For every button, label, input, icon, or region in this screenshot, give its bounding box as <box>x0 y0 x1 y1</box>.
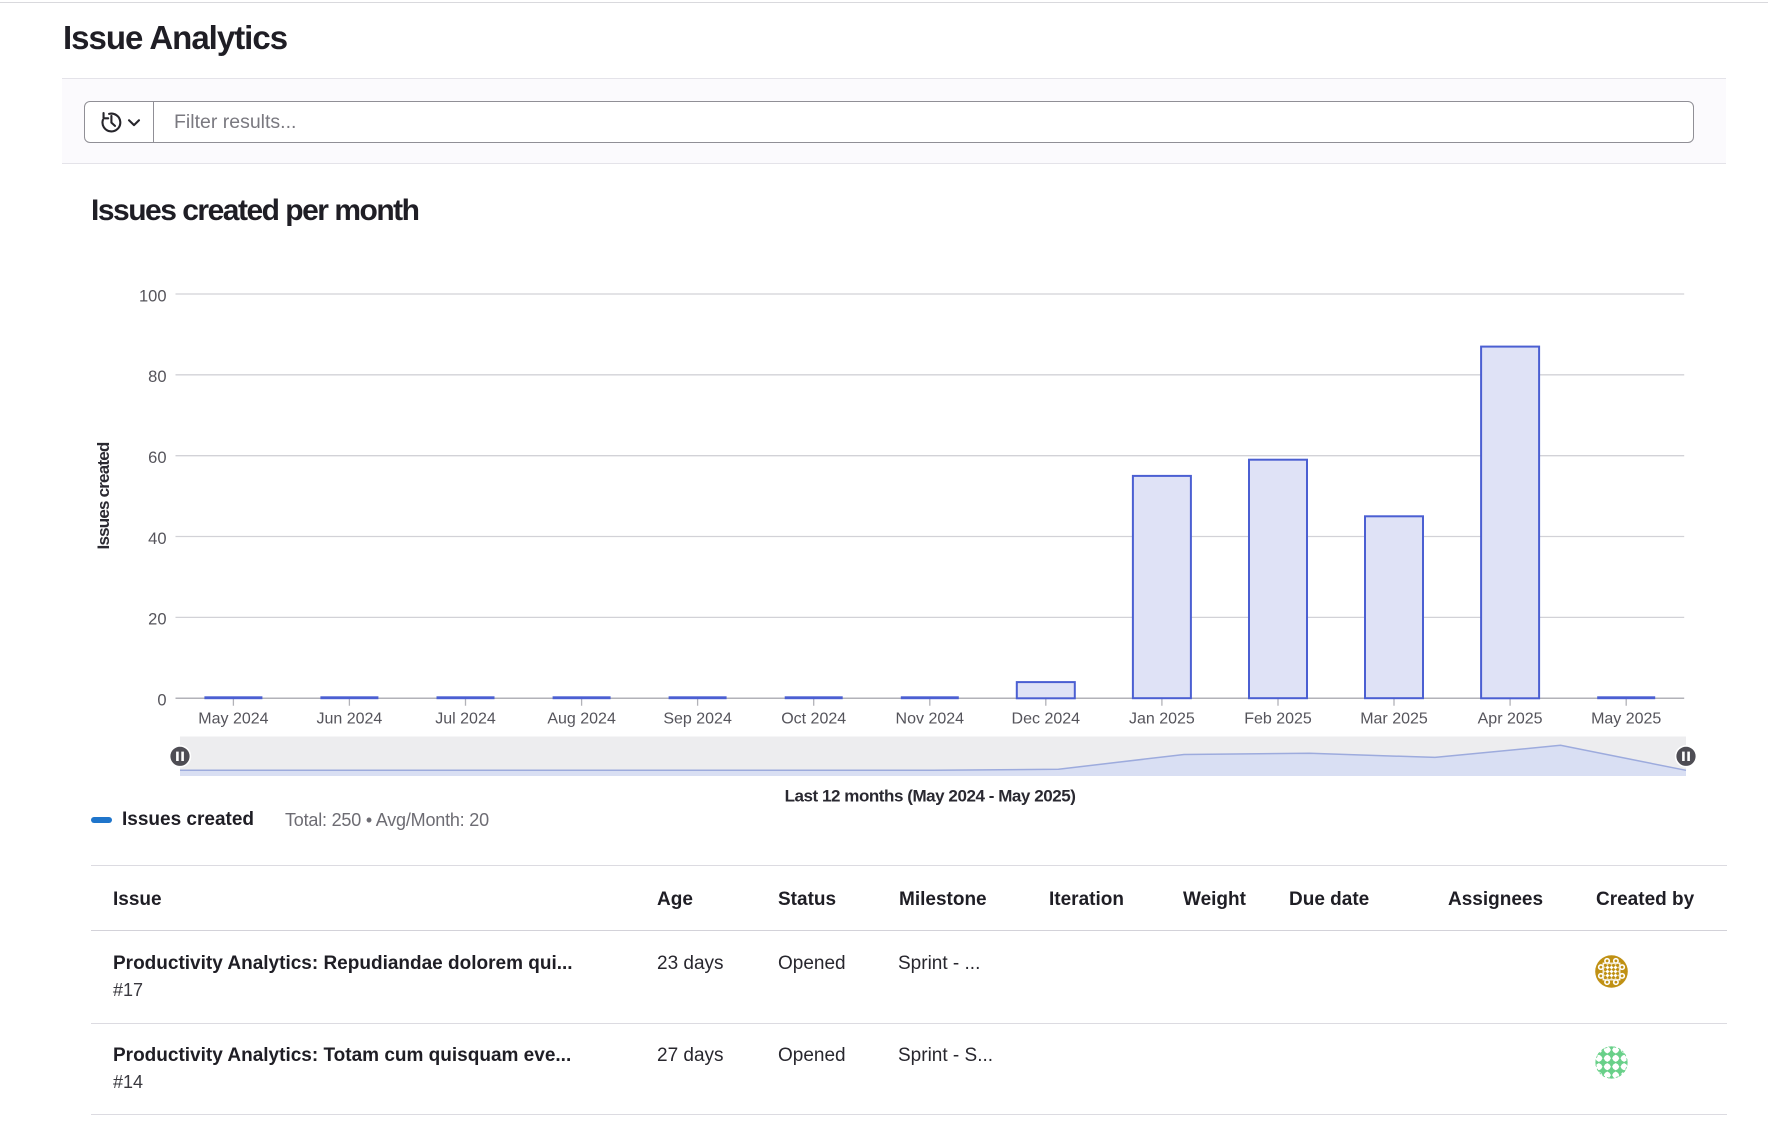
svg-text:Jul 2024: Jul 2024 <box>435 710 496 727</box>
svg-text:Aug 2024: Aug 2024 <box>547 710 616 727</box>
svg-text:Feb 2025: Feb 2025 <box>1244 710 1312 727</box>
svg-text:Dec 2024: Dec 2024 <box>1012 710 1081 727</box>
svg-text:20: 20 <box>148 611 166 629</box>
svg-text:40: 40 <box>148 530 166 548</box>
svg-text:80: 80 <box>148 368 166 386</box>
svg-text:Jan 2025: Jan 2025 <box>1129 710 1195 727</box>
svg-text:Oct 2024: Oct 2024 <box>781 710 846 727</box>
svg-text:60: 60 <box>148 449 166 467</box>
svg-text:May 2025: May 2025 <box>1591 710 1661 727</box>
svg-text:Jun 2024: Jun 2024 <box>316 710 382 727</box>
svg-text:0: 0 <box>157 692 166 710</box>
svg-text:Apr 2025: Apr 2025 <box>1478 710 1543 727</box>
svg-text:Mar 2025: Mar 2025 <box>1360 710 1428 727</box>
svg-text:Nov 2024: Nov 2024 <box>896 710 965 727</box>
svg-text:Issues created: Issues created <box>94 442 113 549</box>
svg-text:Last 12 months (May 2024 - May: Last 12 months (May 2024 - May 2025) <box>785 787 1076 806</box>
svg-text:Sep 2024: Sep 2024 <box>663 710 732 727</box>
svg-text:100: 100 <box>139 287 167 305</box>
svg-text:May 2024: May 2024 <box>198 710 268 727</box>
